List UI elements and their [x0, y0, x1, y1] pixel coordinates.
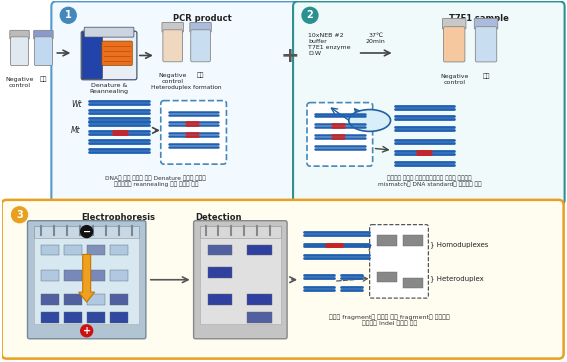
Text: Negative
control: Negative control: [159, 73, 187, 84]
FancyBboxPatch shape: [110, 270, 128, 281]
Circle shape: [302, 7, 318, 23]
Text: Heteroduplex formation: Heteroduplex formation: [151, 85, 222, 90]
FancyArrow shape: [79, 254, 95, 302]
FancyBboxPatch shape: [64, 244, 82, 256]
FancyBboxPatch shape: [376, 272, 396, 282]
Text: 1: 1: [65, 10, 71, 20]
FancyBboxPatch shape: [35, 37, 52, 66]
FancyBboxPatch shape: [161, 101, 226, 164]
Text: 절단된 fragment와 잘리지 않은 fragment를 크기별로
정렬하여 Indel 유무를 확인: 절단된 fragment와 잘리지 않은 fragment를 크기별로 정렬하여…: [329, 314, 450, 326]
FancyBboxPatch shape: [208, 267, 232, 278]
Text: } Heteroduplex: } Heteroduplex: [430, 275, 484, 282]
FancyBboxPatch shape: [110, 312, 128, 323]
FancyBboxPatch shape: [208, 294, 232, 305]
FancyBboxPatch shape: [82, 32, 102, 79]
FancyBboxPatch shape: [163, 30, 183, 62]
Circle shape: [60, 7, 76, 23]
Text: PCR product: PCR product: [173, 14, 232, 23]
Text: 10xNEB #2
buffer
T7E1 enzyme
D.W: 10xNEB #2 buffer T7E1 enzyme D.W: [308, 33, 350, 55]
FancyBboxPatch shape: [87, 244, 105, 256]
Text: Negative
control: Negative control: [440, 74, 468, 85]
FancyBboxPatch shape: [475, 18, 498, 29]
FancyBboxPatch shape: [87, 312, 105, 323]
FancyBboxPatch shape: [35, 237, 139, 324]
Text: Detection: Detection: [196, 213, 242, 222]
FancyBboxPatch shape: [376, 235, 396, 247]
FancyBboxPatch shape: [307, 102, 373, 166]
FancyBboxPatch shape: [41, 270, 60, 281]
FancyBboxPatch shape: [87, 294, 105, 305]
Text: 3: 3: [16, 210, 23, 220]
FancyBboxPatch shape: [293, 1, 565, 205]
FancyBboxPatch shape: [442, 18, 466, 29]
Text: 검체: 검체: [197, 73, 204, 79]
Text: Mt: Mt: [71, 126, 81, 135]
FancyBboxPatch shape: [247, 312, 272, 323]
Text: +: +: [83, 326, 91, 336]
FancyBboxPatch shape: [247, 244, 272, 256]
FancyBboxPatch shape: [41, 294, 60, 305]
FancyBboxPatch shape: [87, 270, 105, 281]
FancyBboxPatch shape: [33, 30, 53, 39]
FancyBboxPatch shape: [443, 27, 465, 62]
FancyBboxPatch shape: [191, 30, 210, 62]
FancyBboxPatch shape: [162, 22, 184, 32]
Text: Negative
control: Negative control: [5, 77, 33, 88]
Text: 불일치에 민감한 엔도뉴클레아제의 특성을 이용하여
mismatch된 DNA standard가 인식되고 절단: 불일치에 민감한 엔도뉴클레아제의 특성을 이용하여 mismatch된 DNA…: [378, 175, 481, 187]
FancyBboxPatch shape: [475, 27, 497, 62]
Text: T7E1: T7E1: [359, 116, 380, 125]
Text: 검체: 검체: [483, 74, 490, 79]
Circle shape: [11, 207, 27, 223]
FancyBboxPatch shape: [2, 200, 564, 359]
Text: Electrophoresis: Electrophoresis: [81, 213, 155, 222]
Circle shape: [81, 325, 92, 337]
Text: 검체: 검체: [40, 77, 47, 83]
FancyBboxPatch shape: [84, 27, 134, 37]
FancyBboxPatch shape: [370, 225, 428, 298]
FancyBboxPatch shape: [193, 221, 287, 339]
Text: DNA가 높은 온도에 의해 Denature 되었다 온도가
낮아지면서 reannealing 되며 불일치 생성: DNA가 높은 온도에 의해 Denature 되었다 온도가 낮아지면서 re…: [105, 175, 206, 187]
FancyBboxPatch shape: [190, 22, 211, 32]
Circle shape: [81, 226, 92, 237]
FancyBboxPatch shape: [200, 226, 281, 237]
Text: T7E1 sample: T7E1 sample: [449, 14, 509, 23]
FancyBboxPatch shape: [64, 270, 82, 281]
FancyBboxPatch shape: [10, 30, 29, 39]
FancyBboxPatch shape: [64, 312, 82, 323]
FancyBboxPatch shape: [404, 235, 424, 247]
FancyBboxPatch shape: [35, 226, 139, 237]
FancyBboxPatch shape: [404, 278, 424, 288]
Text: Denature &
Reannealing: Denature & Reannealing: [90, 83, 129, 93]
FancyBboxPatch shape: [208, 244, 232, 256]
Text: } Homoduplexes: } Homoduplexes: [430, 241, 489, 248]
FancyBboxPatch shape: [81, 31, 137, 80]
Ellipse shape: [349, 110, 391, 131]
FancyBboxPatch shape: [64, 294, 82, 305]
FancyBboxPatch shape: [247, 294, 272, 305]
Text: 37℃
20min: 37℃ 20min: [366, 33, 386, 44]
FancyBboxPatch shape: [27, 221, 146, 339]
Text: −: −: [83, 227, 91, 237]
FancyBboxPatch shape: [52, 1, 297, 205]
FancyBboxPatch shape: [110, 244, 128, 256]
FancyBboxPatch shape: [11, 37, 28, 66]
FancyBboxPatch shape: [41, 244, 60, 256]
FancyBboxPatch shape: [41, 312, 60, 323]
Text: Wt: Wt: [71, 100, 82, 109]
FancyBboxPatch shape: [102, 41, 132, 66]
FancyBboxPatch shape: [200, 237, 281, 324]
Text: +: +: [281, 46, 299, 66]
FancyBboxPatch shape: [110, 294, 128, 305]
Text: 2: 2: [307, 10, 314, 20]
